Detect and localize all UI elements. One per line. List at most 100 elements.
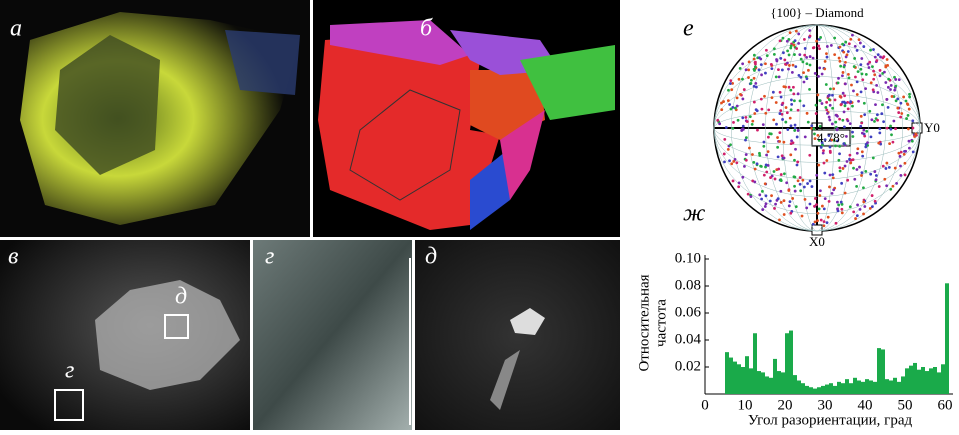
pole-point (782, 199, 786, 203)
pole-point (747, 76, 750, 79)
pole-point (843, 104, 847, 108)
bar (937, 372, 941, 394)
pole-point (776, 136, 779, 139)
pole-point (796, 129, 800, 132)
pole-point (787, 204, 791, 208)
pole-point (779, 56, 783, 60)
pole-point (854, 75, 857, 79)
pole-point (823, 171, 827, 175)
pole-point (793, 123, 797, 127)
pole-point (758, 193, 762, 197)
y-tick-label: 0.08 (675, 277, 701, 293)
pole-point (816, 93, 820, 97)
pole-point (833, 98, 837, 102)
pole-point (820, 102, 824, 105)
pole-point (798, 182, 802, 186)
pole-point (846, 107, 850, 111)
pole-point (720, 101, 723, 105)
pole-point (859, 90, 863, 94)
pole-point (868, 60, 872, 64)
pole-point (741, 77, 744, 81)
bar (773, 358, 777, 394)
pole-point (859, 67, 863, 71)
pole-point (855, 168, 859, 171)
pole-point (885, 184, 889, 188)
pole-point (805, 62, 809, 66)
pole-point (786, 128, 790, 131)
pole-point (810, 126, 813, 130)
pole-point (884, 81, 888, 84)
pole-point (782, 140, 786, 144)
pole-point (769, 132, 773, 136)
pole-point (803, 37, 806, 41)
pole-point (810, 185, 814, 188)
pole-point (832, 87, 836, 91)
pole-point (754, 60, 757, 64)
pole-point (787, 67, 790, 71)
pole-point (850, 83, 853, 87)
pole-point (905, 102, 909, 106)
pole-point (773, 207, 776, 210)
pole-point (781, 118, 784, 121)
pole-point (731, 81, 734, 85)
pole-point (817, 44, 821, 48)
pole-point (776, 155, 780, 159)
pole-point (779, 109, 783, 113)
pole-point (743, 164, 746, 168)
pole-point (824, 83, 828, 86)
pole-point (851, 33, 854, 37)
pole-point (871, 156, 875, 160)
pole-point (859, 63, 863, 67)
pole-point (855, 214, 859, 218)
pole-point (762, 144, 766, 148)
pole-point (817, 138, 821, 142)
pole-point (763, 182, 767, 186)
bar (845, 379, 849, 394)
pole-point (841, 74, 844, 78)
pole-point (761, 123, 765, 127)
angle-label: 4.78° (817, 130, 845, 145)
pole-point (888, 142, 892, 146)
pole-point (787, 189, 791, 192)
pole-point (744, 158, 748, 162)
pole-point (801, 178, 805, 182)
pole-point (846, 100, 850, 104)
pole-point (760, 197, 764, 201)
pole-point (862, 128, 866, 132)
pole-point (840, 202, 844, 206)
pole-point (789, 88, 793, 92)
pole-point (759, 63, 763, 67)
bar (861, 381, 865, 394)
pole-point (793, 53, 796, 56)
pole-point (853, 44, 857, 48)
pole-point (808, 87, 811, 91)
bar (885, 379, 889, 394)
pole-point (818, 99, 822, 102)
pole-point (764, 163, 768, 167)
pole-point (878, 74, 882, 78)
pole-point (791, 197, 795, 200)
grid-arc (730, 24, 904, 232)
bar (813, 388, 817, 394)
pole-point (889, 84, 893, 87)
pole-point (738, 66, 742, 70)
pole-point (897, 151, 901, 155)
pole-point (896, 97, 900, 101)
pole-point (813, 137, 817, 141)
pole-point (873, 199, 877, 203)
pole-point (794, 147, 797, 151)
pole-point (911, 126, 915, 130)
pole-point (729, 107, 733, 111)
pole-point (826, 215, 830, 219)
pole-point (873, 73, 877, 77)
pole-point (789, 124, 793, 128)
pole-point (869, 135, 873, 139)
pole-point (851, 130, 854, 134)
pole-point (819, 218, 823, 222)
pole-point (818, 189, 822, 193)
pole-point (827, 98, 831, 101)
pole-point (828, 118, 832, 122)
pole-point (818, 66, 822, 70)
pole-point (858, 165, 861, 169)
pole-point (831, 106, 835, 110)
